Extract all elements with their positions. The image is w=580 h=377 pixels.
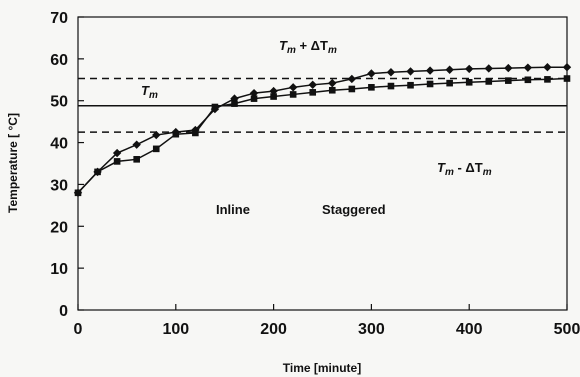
- y-tick-label: 40: [50, 136, 68, 153]
- square-point: [309, 89, 317, 96]
- square-point: [524, 76, 532, 84]
- square-point: [446, 79, 453, 87]
- axis-ticks: 0 100 200 300 400 500 0 10 20 30 40 50 60 70: [50, 10, 580, 338]
- diamond-point: [249, 88, 259, 98]
- annotation-tm-minus-delta: Tm - ΔTm: [437, 160, 492, 178]
- diamond-point: [269, 86, 278, 96]
- diamond-point: [112, 148, 122, 158]
- square-point: [211, 103, 219, 111]
- square-point: [94, 168, 101, 176]
- annotation-inline: Inline: [216, 202, 250, 217]
- x-tick-label: 100: [162, 321, 189, 338]
- y-tick-label: 20: [50, 219, 68, 236]
- square-point: [348, 85, 356, 93]
- plot-area: [77, 16, 568, 311]
- square-point: [465, 78, 473, 86]
- square-point: [368, 84, 375, 91]
- annotation-tm-plus-sub: m: [287, 45, 296, 56]
- diamond-point: [152, 130, 161, 140]
- annotation-staggered: Staggered: [322, 202, 386, 217]
- annotation-tm-sub: m: [149, 90, 158, 101]
- annotation-tm-plus-mid: + ΔT: [296, 38, 328, 53]
- plot-frame: [77, 16, 568, 311]
- y-tick-label: 60: [50, 52, 68, 69]
- diamond-point: [386, 68, 396, 77]
- diamond-point: [425, 66, 435, 75]
- diamond-point: [445, 65, 454, 74]
- diamond-point: [543, 63, 552, 72]
- x-tick-label: 0: [74, 321, 83, 338]
- square-point: [505, 77, 512, 84]
- diamond-point: [328, 78, 337, 88]
- x-axis-label: Time [minute]: [283, 361, 361, 375]
- y-tick-label: 0: [59, 303, 68, 320]
- diamond-point: [347, 74, 357, 84]
- x-tick-label: 400: [456, 321, 483, 338]
- series-line: [77, 66, 567, 194]
- diamond-point: [562, 63, 572, 72]
- diamond-point: [523, 63, 533, 72]
- diamond-point: [132, 140, 141, 149]
- annotation-tm-minus-mid: - ΔT: [454, 160, 483, 175]
- diamond-point: [465, 64, 474, 74]
- y-tick-label: 30: [50, 177, 68, 194]
- data-series: [73, 63, 572, 197]
- diamond-point: [288, 83, 298, 92]
- y-axis-label: Temperature [ °C]: [6, 113, 20, 213]
- diamond-point: [367, 69, 376, 78]
- annotation-tm-minus-base: T: [437, 160, 446, 175]
- annotation-tm-minus-sub: m: [445, 167, 454, 178]
- square-point: [113, 158, 121, 165]
- annotation-tm-plus-sub2: m: [328, 45, 337, 56]
- x-tick-label: 200: [260, 321, 287, 338]
- y-tick-label: 10: [50, 261, 68, 278]
- square-point: [328, 86, 336, 94]
- x-tick-label: 500: [554, 321, 580, 338]
- annotation-tm: Tm: [141, 83, 158, 101]
- square-point: [270, 93, 277, 100]
- square-point: [563, 75, 571, 82]
- square-point: [544, 76, 551, 83]
- square-point: [485, 78, 493, 85]
- diamond-point: [308, 80, 317, 90]
- y-tick-label: 70: [50, 10, 68, 27]
- square-point: [133, 156, 140, 163]
- x-tick-label: 300: [358, 321, 385, 338]
- series-2: [74, 75, 571, 197]
- diamond-point: [504, 63, 513, 73]
- annotation-tm-base: T: [141, 83, 150, 98]
- square-point: [231, 100, 238, 107]
- square-point: [74, 189, 82, 197]
- diamond-point: [406, 67, 415, 76]
- square-point: [192, 129, 199, 137]
- square-point: [289, 91, 297, 98]
- diamond-point: [484, 64, 493, 73]
- square-point: [387, 82, 395, 90]
- reference-lines: [78, 77, 567, 133]
- y-tick-label: 50: [50, 94, 68, 111]
- square-point: [172, 130, 180, 138]
- square-point: [426, 80, 434, 88]
- square-point: [407, 81, 414, 89]
- square-point: [152, 145, 160, 153]
- annotation-tm-plus-delta: Tm + ΔTm: [279, 38, 337, 56]
- annotation-tm-minus-sub2: m: [483, 167, 492, 178]
- square-point: [250, 95, 258, 102]
- annotation-tm-plus-base: T: [279, 38, 288, 53]
